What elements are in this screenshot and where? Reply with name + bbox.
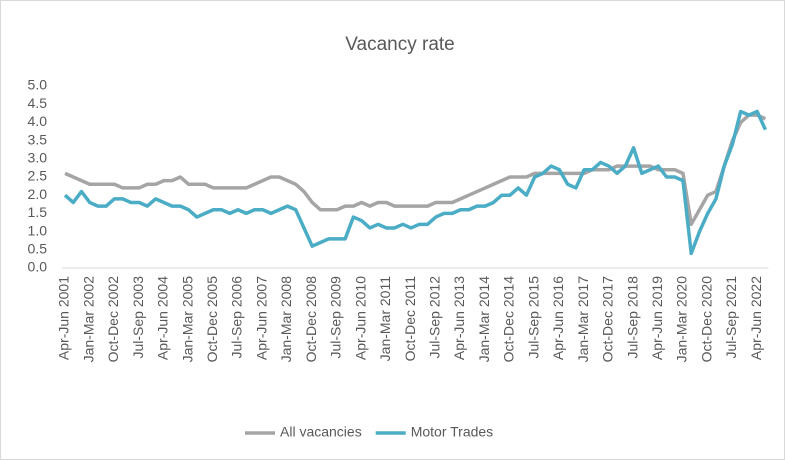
x-tick-label: Apr-Jun 2010 [352,276,368,360]
x-tick-label: Apr-Jun 2001 [56,276,72,360]
x-tick-label: Apr-Jun 2016 [550,276,566,360]
line-series [64,113,767,227]
x-tick-label: Oct-Dec 2002 [105,276,121,363]
legend-label: Motor Trades [411,424,493,440]
y-tick-label: 0.0 [28,259,48,275]
x-tick-label: Jul-Sep 2009 [328,276,344,359]
x-tick-label: Oct-Dec 2020 [698,276,714,363]
y-tick-label: 4.5 [28,95,48,111]
x-tick-label: Jan-Mar 2008 [278,276,294,363]
y-tick-label: 0.5 [28,241,48,257]
legend-label: All vacancies [280,424,362,440]
x-tick-label: Oct-Dec 2005 [204,276,220,363]
x-tick-label: Jul-Sep 2018 [624,276,640,359]
x-tick-label: Apr-Jun 2007 [253,276,269,360]
x-tick-label: Apr-Jun 2013 [451,276,467,360]
y-tick-label: 2.5 [28,168,48,184]
x-tick-label: Oct-Dec 2017 [600,276,616,363]
x-tick-label: Oct-Dec 2011 [402,276,418,362]
y-tick-label: 2.0 [28,186,48,202]
x-tick-label: Jan-Mar 2002 [80,276,96,363]
y-tick-label: 3.5 [28,131,48,147]
y-tick-label: 5.0 [28,77,48,93]
x-tick-label: Jul-Sep 2003 [130,276,146,359]
y-tick-label: 3.0 [28,150,48,166]
x-tick-label: Jan-Mar 2020 [674,276,690,363]
x-tick-label: Jul-Sep 2006 [229,276,245,359]
x-tick-label: Jan-Mar 2014 [476,276,492,363]
line-series [63,109,767,256]
x-tick-label: Oct-Dec 2014 [501,276,517,363]
chart-title: Vacancy rate [345,34,454,55]
x-tick-label: Jan-Mar 2017 [575,276,591,363]
x-tick-label: Oct-Dec 2008 [303,276,319,363]
y-tick-label: 4.0 [28,113,48,129]
x-tick-label: Apr-Jun 2004 [155,276,171,360]
x-tick-label: Apr-Jun 2019 [649,276,665,360]
y-tick-label: 1.0 [28,222,48,238]
y-tick-label: 1.5 [28,204,48,220]
x-tick-label: Jan-Mar 2011 [377,276,393,362]
x-tick-label: Jul-Sep 2021 [723,276,739,359]
x-tick-label: Jul-Sep 2012 [427,276,443,359]
x-tick-label: Jan-Mar 2005 [179,276,195,363]
x-tick-label: Jul-Sep 2015 [525,276,541,359]
x-tick-label: Apr-Jun 2022 [748,276,764,360]
